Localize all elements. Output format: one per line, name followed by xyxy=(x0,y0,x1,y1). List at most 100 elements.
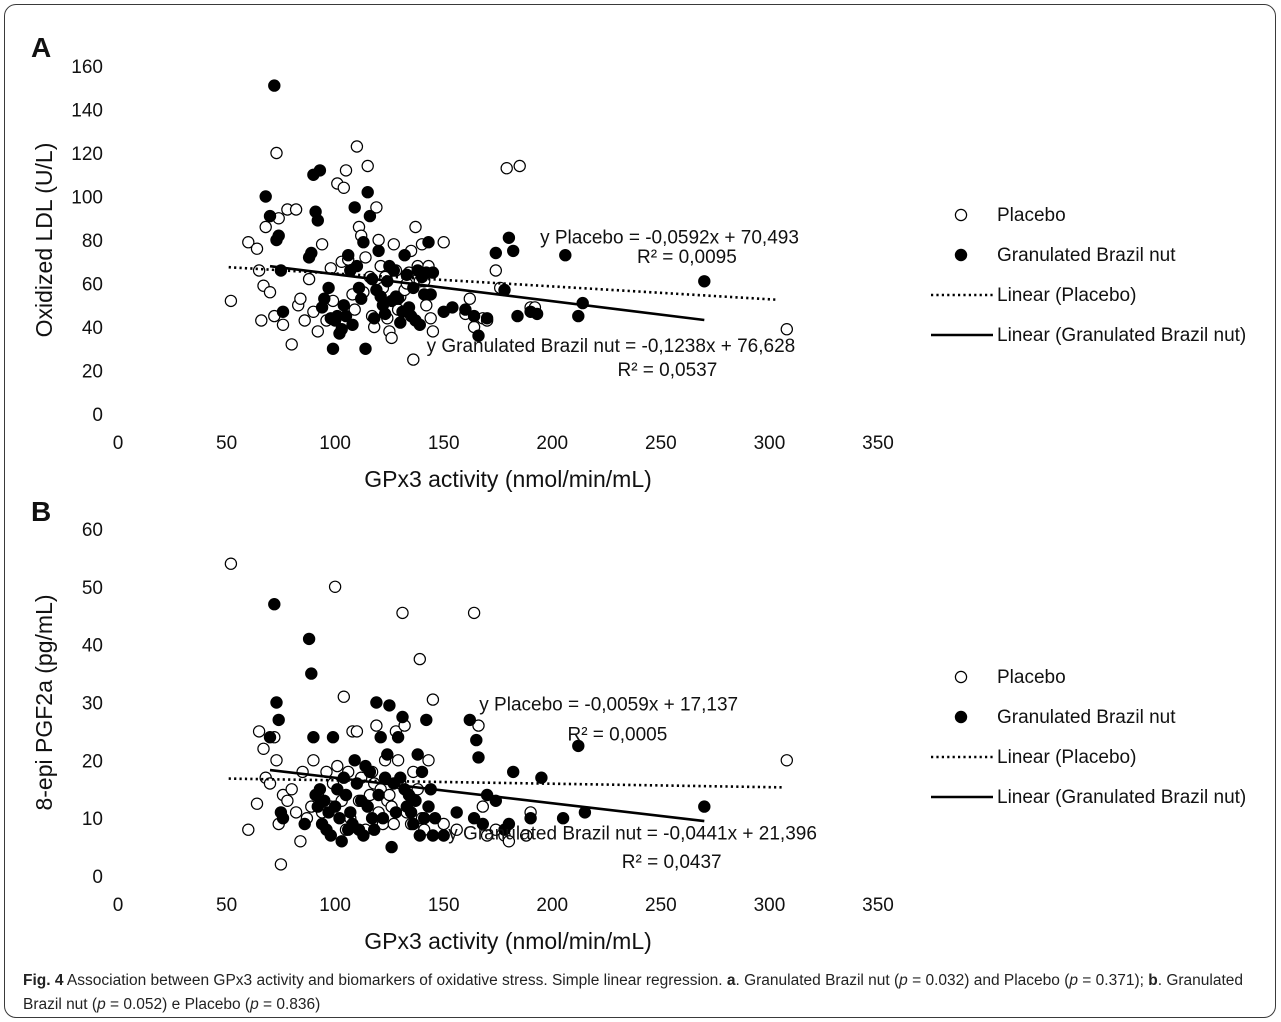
legend: Placebo Granulated Brazil nut Linear (Plac… xyxy=(931,205,1246,346)
data-point xyxy=(394,316,407,329)
data-point xyxy=(363,765,377,779)
data-point xyxy=(224,557,238,570)
caption-val-a2: = 0.371); xyxy=(1078,972,1149,989)
data-point xyxy=(385,331,398,345)
x-tick-label: 50 xyxy=(216,895,237,916)
data-point xyxy=(422,754,435,767)
data-point xyxy=(313,783,327,796)
data-point xyxy=(339,788,353,802)
data-point xyxy=(502,835,516,848)
legend-label: Linear (Placebo) xyxy=(997,285,1136,306)
data-point xyxy=(391,292,405,305)
data-point xyxy=(480,312,494,325)
data-point xyxy=(404,806,418,819)
data-point xyxy=(480,829,494,842)
data-point xyxy=(270,754,283,767)
data-point xyxy=(407,817,420,831)
regression-annotation: R² = 0,0437 xyxy=(622,852,722,873)
series-granulated-brazil-nut xyxy=(259,79,711,355)
data-point xyxy=(361,800,374,813)
data-point xyxy=(270,146,283,160)
x-tick-label: 200 xyxy=(536,895,568,916)
data-point xyxy=(302,632,316,646)
data-point xyxy=(281,794,294,808)
x-tick-label: 0 xyxy=(113,433,124,454)
data-point xyxy=(420,299,433,312)
figure-caption: Fig. 4 Association between GPx3 activity… xyxy=(23,969,1263,1017)
regression-annotation: y Placebo = -0,0592x + 70,493 xyxy=(540,227,799,248)
data-point xyxy=(472,719,485,732)
data-point xyxy=(370,719,383,732)
caption-val-a1: = 0.032) and Placebo ( xyxy=(907,972,1070,989)
y-tick-label: 10 xyxy=(82,809,103,830)
data-point xyxy=(535,771,548,784)
x-tick-label: 300 xyxy=(754,895,786,916)
legend-symbol-filled-circle xyxy=(954,710,968,724)
data-point xyxy=(502,231,516,244)
data-point xyxy=(556,812,570,825)
data-point xyxy=(507,244,520,258)
data-point xyxy=(298,314,311,327)
x-axis-title: GPx3 activity (nmol/min/mL) xyxy=(364,928,652,954)
data-point xyxy=(331,783,344,796)
data-point xyxy=(328,580,342,594)
data-point xyxy=(459,303,472,316)
data-point xyxy=(339,309,353,323)
data-point xyxy=(387,817,400,831)
data-point xyxy=(476,817,489,831)
x-tick-label: 150 xyxy=(428,433,460,454)
data-point xyxy=(361,159,374,173)
data-point xyxy=(420,713,433,727)
legend: Placebo Granulated Brazil nut Linear (Plac… xyxy=(931,667,1246,808)
x-tick-label: 250 xyxy=(645,433,677,454)
caption-text: Association between GPx3 activity and bi… xyxy=(63,972,727,989)
data-point xyxy=(276,305,290,318)
data-point xyxy=(250,242,264,255)
data-point xyxy=(268,79,281,92)
caption-part-a: a xyxy=(726,972,736,989)
data-point xyxy=(446,301,459,314)
data-point xyxy=(511,309,524,323)
data-point xyxy=(307,754,320,767)
caption-part-b: b xyxy=(1148,972,1158,989)
data-point xyxy=(372,233,385,247)
data-point xyxy=(383,788,396,802)
data-point xyxy=(489,264,502,277)
data-point xyxy=(422,235,435,249)
data-point xyxy=(424,288,437,301)
data-point xyxy=(339,164,353,177)
data-point xyxy=(242,823,255,836)
data-point xyxy=(311,214,324,227)
data-point xyxy=(467,812,481,825)
y-tick-label: 40 xyxy=(82,636,103,657)
data-point xyxy=(467,309,481,323)
y-tick-label: 50 xyxy=(82,578,103,599)
data-point xyxy=(424,312,437,325)
caption-p-b2: p xyxy=(250,996,259,1013)
data-point xyxy=(255,314,268,327)
data-point xyxy=(572,739,585,753)
regression-annotation: R² = 0,0095 xyxy=(637,247,737,268)
data-point xyxy=(507,765,520,779)
data-point xyxy=(559,248,572,262)
data-point xyxy=(272,713,285,727)
x-tick-label: 350 xyxy=(862,433,894,454)
data-point xyxy=(276,812,290,825)
data-point xyxy=(426,325,440,338)
trendline-granulated-brazil-nut xyxy=(269,264,705,322)
data-point xyxy=(383,699,396,712)
x-axis-title: GPx3 activity (nmol/min/mL) xyxy=(364,466,652,492)
caption-p-a2: p xyxy=(1069,972,1078,989)
data-point xyxy=(326,731,340,744)
data-point xyxy=(368,823,381,836)
data-point xyxy=(470,733,483,747)
x-tick-label: 100 xyxy=(319,895,351,916)
legend-label: Placebo xyxy=(997,205,1066,226)
caption-text-a: . Granulated Brazil nut ( xyxy=(735,972,900,989)
data-point xyxy=(318,292,331,305)
data-point xyxy=(513,159,526,173)
data-point xyxy=(335,835,348,848)
data-point xyxy=(426,829,440,842)
trendline-placebo xyxy=(228,777,785,789)
data-point xyxy=(422,800,435,813)
